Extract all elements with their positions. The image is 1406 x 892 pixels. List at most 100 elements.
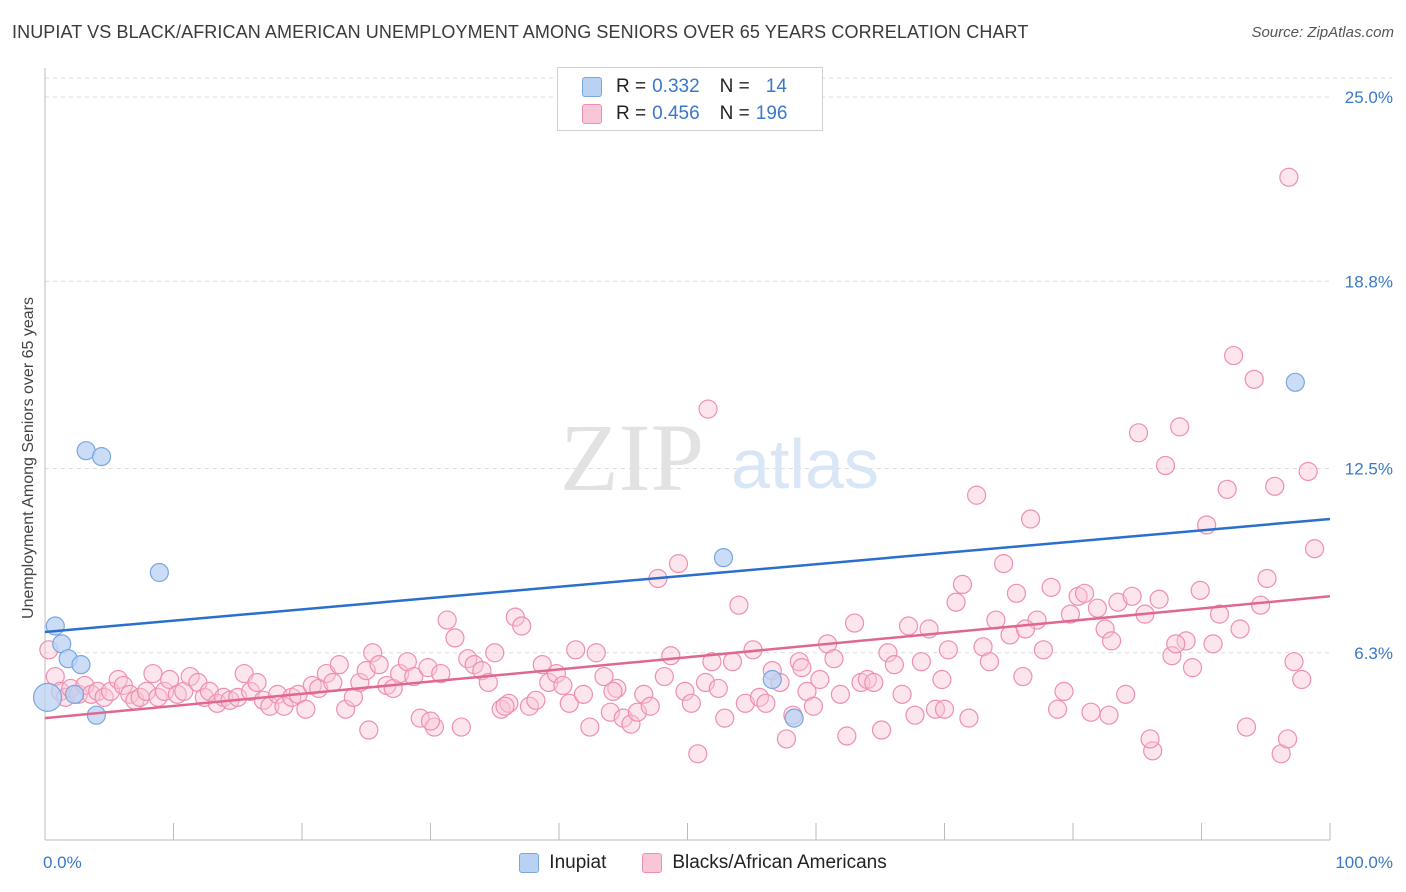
- grid-lines: [45, 77, 1392, 654]
- data-point-blacks: [1166, 634, 1186, 654]
- data-point-blacks: [967, 485, 987, 505]
- data-point-blacks: [959, 708, 979, 728]
- data-point-inupiat: [1285, 372, 1305, 392]
- data-point-inupiat: [86, 705, 107, 725]
- data-point-blacks: [792, 658, 812, 678]
- data-point-blacks: [613, 708, 633, 728]
- legend-swatch-inupiat: [582, 77, 602, 97]
- series-swatch-blacks: [642, 853, 663, 873]
- data-point-blacks: [1277, 729, 1298, 749]
- data-point-blacks: [594, 666, 614, 687]
- legend-row-inupiat: R = 0.332 N = 14: [582, 76, 787, 98]
- data-point-blacks: [363, 643, 383, 663]
- data-point-blacks: [1304, 539, 1325, 559]
- data-point-blacks: [573, 684, 594, 704]
- tick-labels: 6.3% 12.5% 18.8% 25.0% 0.0% 100.0%: [43, 88, 1393, 872]
- data-point-blacks: [1087, 598, 1108, 618]
- data-point-blacks: [464, 655, 484, 675]
- watermark: ZIP atlas: [560, 404, 879, 511]
- data-point-blacks: [390, 663, 410, 684]
- data-point-blacks: [532, 655, 552, 675]
- data-point-blacks: [1116, 684, 1136, 704]
- data-point-blacks: [1013, 666, 1033, 687]
- data-point-blacks: [1251, 595, 1271, 615]
- x-tick-label: 100.0%: [1335, 853, 1393, 872]
- data-point-blacks: [329, 655, 349, 675]
- data-point-blacks: [708, 678, 728, 699]
- data-point-blacks: [871, 720, 892, 740]
- data-point-inupiat: [149, 562, 169, 583]
- data-point-blacks: [1265, 476, 1285, 496]
- data-point-blacks: [1279, 167, 1299, 187]
- data-point-blacks: [715, 708, 735, 728]
- data-point-blacks: [756, 693, 776, 713]
- data-point-blacks: [296, 699, 316, 719]
- data-point-blacks: [864, 672, 884, 693]
- legend-n-value: 14: [765, 76, 787, 97]
- data-point-blacks: [553, 675, 573, 696]
- data-point-blacks: [1047, 699, 1068, 719]
- data-point-blacks: [621, 714, 641, 734]
- data-point-blacks: [1224, 345, 1244, 366]
- watermark-zip: ZIP: [560, 404, 704, 511]
- y-tick-label: 18.8%: [1345, 272, 1393, 291]
- data-point-blacks: [654, 666, 674, 687]
- data-point-blacks: [478, 672, 498, 693]
- data-point-blacks: [580, 717, 600, 737]
- data-point-blacks: [776, 729, 797, 749]
- data-point-blacks: [199, 681, 220, 702]
- data-point-blacks: [932, 669, 952, 690]
- data-point-blacks: [108, 669, 128, 690]
- data-point-blacks: [1203, 634, 1223, 654]
- data-point-blacks: [180, 666, 200, 687]
- data-point-blacks: [1054, 681, 1074, 702]
- data-point-inupiat: [91, 447, 112, 467]
- data-point-blacks: [803, 696, 824, 716]
- data-point-blacks: [729, 595, 749, 615]
- y-tick-label: 12.5%: [1345, 460, 1393, 479]
- data-point-blacks: [824, 649, 844, 669]
- data-point-blacks: [905, 705, 925, 725]
- data-point-blacks: [160, 669, 180, 690]
- data-point-blacks: [1298, 461, 1318, 482]
- data-point-blacks: [404, 666, 424, 687]
- data-point-blacks: [437, 610, 457, 630]
- data-point-blacks: [359, 720, 379, 740]
- data-point-blacks: [1101, 631, 1122, 651]
- data-point-blacks: [1257, 568, 1277, 589]
- data-point-blacks: [1015, 619, 1036, 639]
- data-point-blacks: [323, 672, 343, 693]
- series-legend-blacks: Blacks/African Americans: [642, 852, 887, 874]
- data-point-blacks: [1033, 640, 1054, 660]
- series-legend-inupiat: Inupiat: [519, 852, 606, 874]
- legend-r-value: 0.456: [652, 103, 700, 124]
- source-note: Source: ZipAtlas.com: [1251, 24, 1394, 41]
- data-point-blacks: [566, 640, 586, 660]
- legend-n-value: 196: [755, 103, 788, 124]
- data-point-blacks: [1149, 589, 1169, 609]
- data-point-blacks: [979, 652, 1000, 672]
- data-point-blacks: [898, 616, 919, 636]
- y-tick-label: 25.0%: [1345, 88, 1393, 107]
- data-point-inupiat: [71, 655, 91, 675]
- chart-title: INUPIAT VS BLACK/AFRICAN AMERICAN UNEMPL…: [12, 22, 1029, 42]
- data-point-blacks: [586, 643, 606, 663]
- data-point-inupiat: [784, 708, 804, 728]
- data-point-blacks: [1095, 619, 1115, 639]
- legend-r-label: R =: [616, 76, 647, 97]
- data-point-blacks: [247, 672, 267, 693]
- data-point-blacks: [1162, 646, 1182, 666]
- data-point-blacks: [640, 696, 660, 716]
- data-point-blacks: [952, 574, 973, 595]
- data-point-blacks: [143, 663, 163, 684]
- trend-line-inupiat: [44, 517, 1331, 634]
- data-point-blacks: [938, 640, 958, 660]
- data-point-blacks: [445, 628, 465, 648]
- data-point-blacks: [1099, 705, 1119, 725]
- data-point-blacks: [892, 684, 912, 704]
- data-point-blacks: [1060, 604, 1081, 624]
- data-point-blacks: [810, 669, 830, 690]
- data-point-blacks: [702, 652, 722, 672]
- data-point-blacks: [512, 616, 532, 636]
